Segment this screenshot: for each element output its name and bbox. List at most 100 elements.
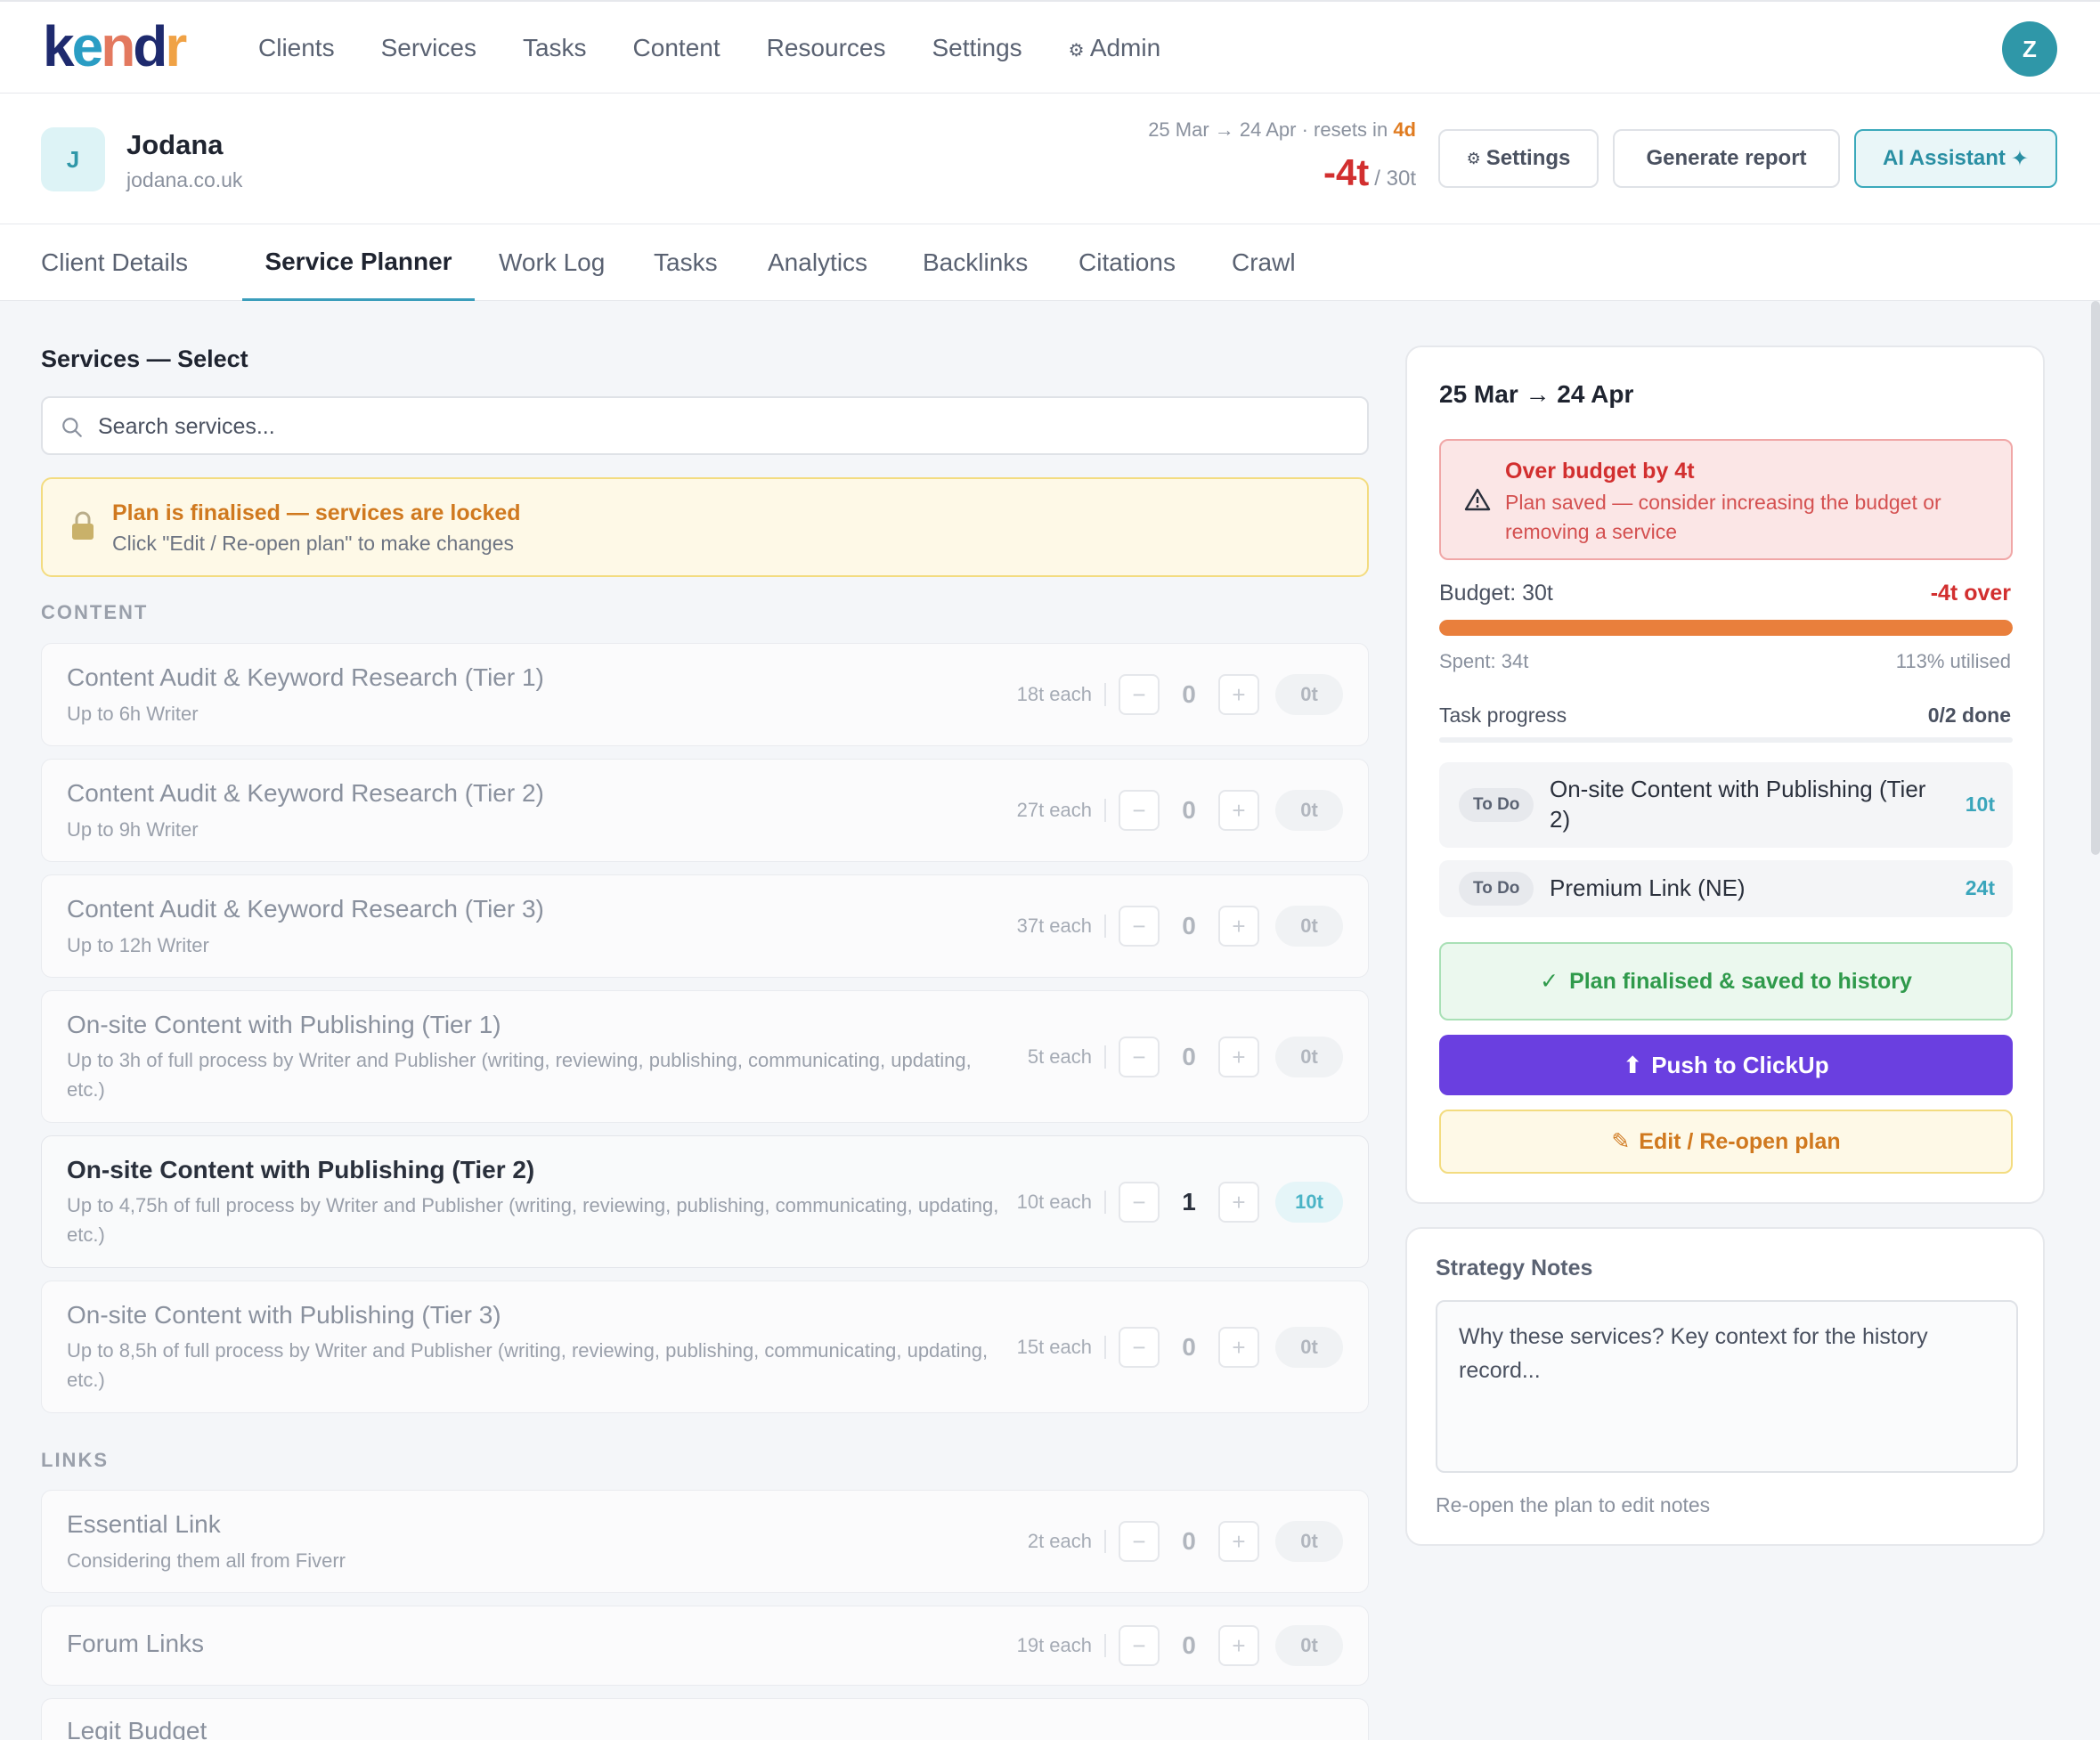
decrement-button[interactable]: − (1119, 1327, 1160, 1368)
quantity-stepper: 10t each − 1 + 10t (1017, 1182, 1343, 1223)
locked-title: Plan is finalised — services are locked (112, 500, 521, 525)
push-label: Push to ClickUp (1651, 1051, 1829, 1078)
reopen-label: Edit / Re-open plan (1639, 1128, 1841, 1154)
increment-button[interactable]: + (1218, 1182, 1259, 1223)
nav-content[interactable]: Content (632, 33, 720, 61)
task-item[interactable]: To Do Premium Link (NE) 24t (1439, 860, 2013, 917)
plan-period: 25 Mar → 24 Apr (1439, 380, 1634, 408)
task-item[interactable]: To Do On-site Content with Publishing (T… (1439, 762, 2013, 848)
service-desc: Considering them all from Fiverr (67, 1549, 346, 1572)
budget-progress-bar (1439, 620, 2013, 636)
tab-citations[interactable]: Citations (1078, 248, 1176, 276)
client-settings-button[interactable]: ⚙ Settings (1438, 129, 1599, 188)
service-desc: Up to 9h Writer (67, 818, 199, 841)
decrement-button[interactable]: − (1119, 674, 1160, 715)
decrement-button[interactable]: − (1119, 1037, 1160, 1077)
generate-report-button[interactable]: Generate report (1613, 129, 1840, 188)
decrement-button[interactable]: − (1119, 1182, 1160, 1223)
decrement-button[interactable]: − (1119, 790, 1160, 831)
user-avatar[interactable]: Z (2002, 21, 2057, 77)
budget-progress-fill (1439, 620, 2013, 636)
tab-analytics[interactable]: Analytics (768, 248, 868, 276)
notes-textarea[interactable]: Why these services? Key context for the … (1436, 1300, 2018, 1473)
service-row: Content Audit & Keyword Research (Tier 1… (41, 643, 1369, 746)
nav-resources[interactable]: Resources (766, 33, 886, 61)
reopen-plan-button[interactable]: ✎ Edit / Re-open plan (1439, 1110, 2013, 1174)
service-desc: Up to 8,5h of full process by Writer and… (67, 1339, 989, 1391)
push-to-clickup-button[interactable]: ⬆ Push to ClickUp (1439, 1035, 2013, 1095)
increment-button[interactable]: + (1218, 790, 1259, 831)
nav-services[interactable]: Services (380, 33, 476, 61)
task-tokens: 24t (1965, 876, 1995, 899)
increment-button[interactable]: + (1218, 1327, 1259, 1368)
tab-client-details[interactable]: Client Details (41, 248, 188, 276)
over-budget-title: Over budget by 4t (1505, 459, 1695, 484)
service-desc: Up to 3h of full process by Writer and P… (67, 1049, 972, 1101)
utilised-label: 113% utilised (1895, 650, 2011, 672)
nav-admin[interactable]: ⚙ Admin (1069, 34, 1161, 62)
service-name: Content Audit & Keyword Research (Tier 2… (67, 779, 544, 807)
service-name: Forum Links (67, 1630, 205, 1657)
nav-clients[interactable]: Clients (258, 33, 335, 61)
warning-icon (1464, 488, 1491, 511)
price-each: 10t each (1017, 1191, 1106, 1214)
quantity-stepper: 18t each − 0 + 0t (1017, 674, 1343, 715)
finalised-label: Plan finalised & saved to history (1569, 968, 1912, 994)
top-navbar: kendr Clients Services Tasks Content Res… (0, 0, 2100, 94)
service-name: Legit Budget (67, 1717, 208, 1740)
increment-button[interactable]: + (1218, 674, 1259, 715)
client-avatar: J (41, 127, 105, 191)
task-status-badge: To Do (1459, 872, 1534, 906)
tab-work-log[interactable]: Work Log (499, 248, 606, 276)
token-balance: -4t/ 30t (1323, 151, 1416, 194)
client-domain: jodana.co.uk (126, 168, 243, 191)
service-row: On-site Content with Publishing (Tier 1)… (41, 990, 1369, 1123)
price-each: 18t each (1017, 683, 1106, 706)
quantity-value: 0 (1182, 796, 1196, 824)
search-input[interactable]: Search services... (41, 396, 1369, 455)
kendr-logo[interactable]: kendr (43, 14, 187, 78)
increment-button[interactable]: + (1218, 1037, 1259, 1077)
service-row: Forum Links 19t each − 0 + 0t (41, 1606, 1369, 1686)
decrement-button[interactable]: − (1119, 1521, 1160, 1562)
spent-label: Spent: 34t (1439, 650, 1529, 672)
page-scrollbar[interactable] (2091, 301, 2100, 855)
tab-backlinks[interactable]: Backlinks (923, 248, 1029, 276)
nav-tasks[interactable]: Tasks (522, 33, 587, 61)
row-total: 0t (1275, 1521, 1343, 1562)
plan-summary-card: 25 Mar → 24 Apr Over budget by 4t Plan s… (1405, 346, 2045, 1204)
service-name: Content Audit & Keyword Research (Tier 1… (67, 663, 544, 691)
lock-icon (72, 511, 94, 540)
row-total: 0t (1275, 1327, 1343, 1368)
search-icon (62, 418, 82, 437)
service-name: On-site Content with Publishing (Tier 3) (67, 1301, 501, 1329)
increment-button[interactable]: + (1218, 1625, 1259, 1666)
task-name: Premium Link (NE) (1550, 874, 1746, 901)
nav-settings[interactable]: Settings (932, 33, 1022, 61)
increment-button[interactable]: + (1218, 1521, 1259, 1562)
client-name: Jodana (126, 129, 224, 160)
settings-label: Settings (1485, 146, 1571, 170)
service-row: Content Audit & Keyword Research (Tier 2… (41, 759, 1369, 862)
price-each: 19t each (1017, 1634, 1106, 1657)
service-row: Content Audit & Keyword Research (Tier 3… (41, 874, 1369, 978)
increment-button[interactable]: + (1218, 906, 1259, 947)
main-nav: Clients Services Tasks Content Resources… (258, 2, 1160, 94)
ai-assistant-button[interactable]: AI Assistant ✦ (1854, 129, 2057, 188)
decrement-button[interactable]: − (1119, 1625, 1160, 1666)
tab-tasks[interactable]: Tasks (654, 248, 718, 276)
check-icon: ✓ (1540, 969, 1559, 994)
price-each: 37t each (1017, 915, 1106, 938)
tab-crawl[interactable]: Crawl (1232, 248, 1296, 276)
price-each: 15t each (1017, 1336, 1106, 1359)
quantity-stepper: 15t each − 0 + 0t (1017, 1327, 1343, 1368)
task-progress-label: Task progress (1439, 703, 1567, 727)
service-desc: Up to 6h Writer (67, 703, 199, 725)
row-total: 0t (1275, 1037, 1343, 1077)
budget-suffix: / 30t (1374, 167, 1416, 191)
tab-service-planner[interactable]: Service Planner (242, 224, 475, 301)
quantity-value: 0 (1182, 680, 1196, 708)
decrement-button[interactable]: − (1119, 906, 1160, 947)
service-desc: Up to 4,75h of full process by Writer an… (67, 1194, 999, 1246)
services-title: Services — Select (41, 346, 248, 372)
